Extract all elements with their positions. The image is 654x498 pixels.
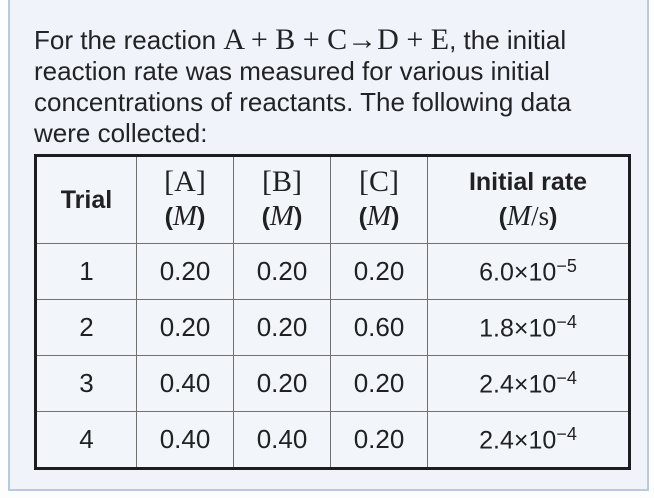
cell-initial-rate: 6.0×10−5 bbox=[427, 243, 630, 300]
cell-conc-a: 0.40 bbox=[136, 355, 234, 412]
question-text-before: For the reaction bbox=[34, 25, 224, 55]
molar-unit-a: (M) bbox=[164, 199, 206, 232]
conc-a-symbol: [A] bbox=[164, 164, 206, 198]
table-row-trial-4: 4 0.40 0.40 0.20 2.4×10−4 bbox=[35, 411, 630, 469]
conc-c-symbol: [C] bbox=[359, 164, 399, 198]
cell-initial-rate: 2.4×10−4 bbox=[427, 411, 630, 469]
cell-conc-c: 0.20 bbox=[330, 355, 428, 412]
cell-conc-c: 0.20 bbox=[330, 411, 428, 469]
molar-unit-b: (M) bbox=[261, 199, 303, 232]
table-row-trial-3: 3 0.40 0.20 0.20 2.4×10−4 bbox=[35, 355, 630, 412]
cell-initial-rate: 2.4×10−4 bbox=[427, 355, 630, 412]
reaction-equation: A + B + C→D + E bbox=[223, 23, 450, 56]
col-header-conc-c: [C] (M) bbox=[330, 155, 428, 244]
question-text: For the reaction A + B + C→D + E, the in… bbox=[34, 24, 626, 149]
molar-unit-c: (M) bbox=[358, 199, 400, 232]
col-header-trial: Trial bbox=[35, 155, 137, 244]
cell-conc-b: 0.40 bbox=[233, 411, 331, 469]
cell-conc-c: 0.20 bbox=[330, 243, 428, 300]
problem-panel: For the reaction A + B + C→D + E, the in… bbox=[8, 0, 649, 491]
rate-unit: (M/s) bbox=[498, 199, 558, 232]
cell-conc-c: 0.60 bbox=[330, 299, 428, 356]
rate-exponent: −4 bbox=[556, 312, 577, 333]
cell-trial: 2 bbox=[35, 299, 137, 356]
col-header-conc-a: [A] (M) bbox=[136, 155, 234, 244]
table-header-row: Trial [A] (M) [B] (M) [C] (M) Initial ra… bbox=[35, 155, 630, 244]
table-row-trial-2: 2 0.20 0.20 0.60 1.8×10−4 bbox=[35, 299, 630, 356]
kinetics-data-table: Trial [A] (M) [B] (M) [C] (M) Initial ra… bbox=[34, 154, 631, 470]
cell-conc-b: 0.20 bbox=[233, 243, 331, 300]
rate-mantissa: 2.4×10 bbox=[479, 426, 557, 455]
cell-conc-a: 0.20 bbox=[136, 299, 234, 356]
cell-trial: 3 bbox=[35, 355, 137, 412]
cell-conc-b: 0.20 bbox=[233, 299, 331, 356]
cell-trial: 1 bbox=[35, 243, 137, 300]
rate-exponent: −5 bbox=[556, 256, 577, 277]
initial-rate-label: Initial rate bbox=[468, 167, 588, 196]
cell-trial: 4 bbox=[35, 411, 137, 469]
rate-mantissa: 6.0×10 bbox=[479, 258, 557, 287]
col-header-conc-b: [B] (M) bbox=[233, 155, 331, 244]
cell-conc-a: 0.40 bbox=[136, 411, 234, 469]
cell-conc-a: 0.20 bbox=[136, 243, 234, 300]
table-row-trial-1: 1 0.20 0.20 0.20 6.0×10−5 bbox=[35, 243, 630, 300]
cell-conc-b: 0.20 bbox=[233, 355, 331, 412]
conc-b-symbol: [B] bbox=[262, 164, 302, 198]
rate-mantissa: 1.8×10 bbox=[479, 314, 557, 343]
rate-mantissa: 2.4×10 bbox=[479, 370, 557, 399]
question-text-after: , the initial reaction rate was measured… bbox=[34, 25, 572, 148]
cell-initial-rate: 1.8×10−4 bbox=[427, 299, 630, 356]
rate-exponent: −4 bbox=[556, 424, 577, 445]
rate-exponent: −4 bbox=[556, 368, 577, 389]
col-header-initial-rate: Initial rate (M/s) bbox=[427, 155, 630, 244]
